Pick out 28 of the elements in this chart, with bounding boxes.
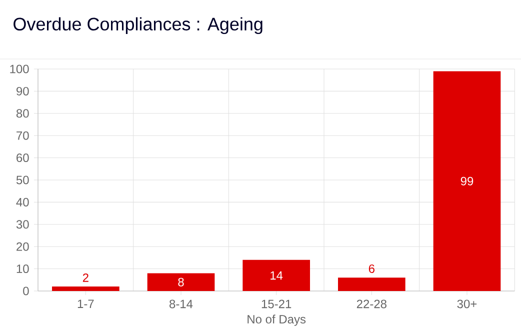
y-tick-label: 90: [16, 86, 29, 96]
x-tick-label: 30+: [457, 300, 477, 308]
y-tick-label: 70: [16, 131, 29, 140]
data-label: 6: [368, 264, 374, 273]
bar: [147, 273, 215, 291]
data-label: 2: [82, 273, 88, 282]
y-tick-label: 50: [16, 176, 29, 184]
y-tick-label: 100: [10, 64, 29, 74]
x-axis-title: No of Days: [248, 314, 306, 326]
x-tick-label: 15-21: [262, 300, 292, 308]
bar: [52, 286, 120, 291]
y-tick-label: 10: [16, 264, 29, 274]
data-label: 14: [270, 271, 283, 280]
y-tick-label: 20: [16, 242, 29, 251]
y-tick-label: 30: [16, 220, 29, 229]
x-tick-label: 1-7: [78, 300, 94, 308]
y-tick-label: 40: [16, 198, 29, 206]
bar: [242, 260, 310, 291]
bar: [338, 278, 406, 291]
data-label: 8: [178, 278, 184, 286]
y-tick-label: 0: [23, 286, 29, 296]
y-tick-label: 80: [16, 109, 29, 118]
x-tick-label: 22-28: [356, 300, 386, 308]
bar: [433, 71, 501, 291]
data-label: 99: [460, 176, 474, 186]
y-tick-label: 60: [16, 154, 29, 162]
chart-title: Overdue Compliances : Ageing: [14, 17, 262, 34]
x-tick-label: 8-14: [170, 300, 193, 308]
